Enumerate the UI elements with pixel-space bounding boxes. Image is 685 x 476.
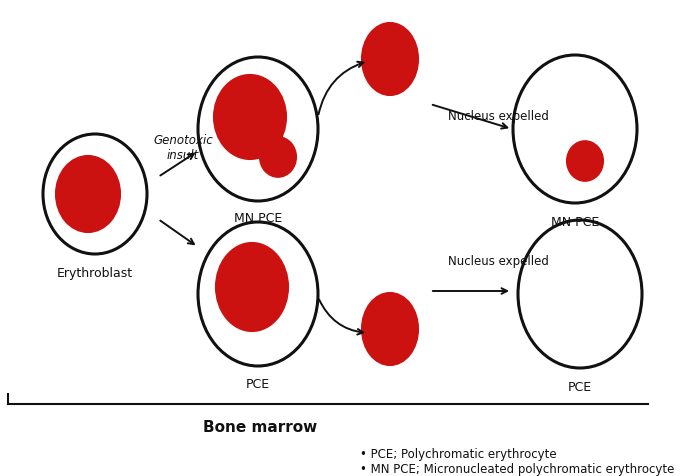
Text: • MN PCE; Micronucleated polychromatic erythrocyte: • MN PCE; Micronucleated polychromatic e… xyxy=(360,462,674,475)
Ellipse shape xyxy=(513,56,637,204)
Ellipse shape xyxy=(260,138,296,178)
Text: Bone marrow: Bone marrow xyxy=(203,419,317,434)
Ellipse shape xyxy=(518,220,642,368)
Ellipse shape xyxy=(216,244,288,331)
Ellipse shape xyxy=(43,135,147,255)
Text: PCE: PCE xyxy=(568,380,592,393)
Text: Genotoxic
insult: Genotoxic insult xyxy=(153,134,213,162)
Text: MN PCE: MN PCE xyxy=(234,211,282,225)
Text: Nucleus expelled: Nucleus expelled xyxy=(448,110,549,123)
Text: MN PCE: MN PCE xyxy=(551,216,599,228)
Ellipse shape xyxy=(214,76,286,159)
Text: Erythroblast: Erythroblast xyxy=(57,267,133,279)
Text: PCE: PCE xyxy=(246,377,270,390)
Ellipse shape xyxy=(198,223,318,366)
Ellipse shape xyxy=(362,24,418,96)
Text: • PCE; Polychromatic erythrocyte: • PCE; Polychromatic erythrocyte xyxy=(360,447,557,460)
Ellipse shape xyxy=(198,58,318,201)
Ellipse shape xyxy=(362,293,418,365)
Text: Nucleus expelled: Nucleus expelled xyxy=(448,255,549,268)
Ellipse shape xyxy=(567,142,603,181)
Ellipse shape xyxy=(56,157,120,232)
